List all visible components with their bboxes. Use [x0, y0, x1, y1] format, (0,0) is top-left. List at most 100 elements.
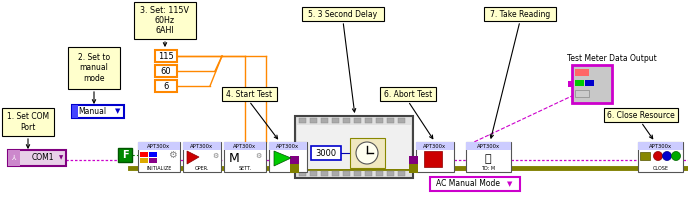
Text: APT300x: APT300x [423, 143, 447, 149]
Bar [568, 81, 572, 87]
Bar [387, 118, 394, 123]
Bar [575, 69, 589, 76]
Polygon shape [274, 151, 291, 166]
Bar [72, 105, 124, 118]
Bar [302, 7, 384, 21]
Text: INITIALIZE: INITIALIZE [147, 166, 172, 171]
Bar [398, 171, 405, 176]
Polygon shape [187, 151, 199, 164]
Text: TD: M: TD: M [482, 166, 495, 171]
Bar [140, 152, 148, 157]
Bar [604, 108, 678, 122]
Bar [2, 108, 54, 136]
Text: APT300x: APT300x [147, 143, 171, 149]
Bar [365, 171, 372, 176]
Bar [466, 142, 511, 172]
Bar [343, 118, 350, 123]
Bar [118, 148, 132, 162]
Bar [311, 146, 341, 160]
Bar [416, 142, 454, 150]
Text: F: F [122, 150, 129, 160]
Text: ⚙: ⚙ [255, 153, 261, 159]
Text: CLOSE: CLOSE [652, 166, 669, 171]
Bar [269, 142, 307, 150]
Bar [222, 87, 277, 101]
Bar [343, 171, 350, 176]
Text: Test Meter Data Output: Test Meter Data Output [567, 54, 657, 62]
Bar [640, 152, 650, 160]
Bar [310, 171, 317, 176]
Bar [575, 90, 589, 97]
Text: 2. Set to
manual
mode: 2. Set to manual mode [78, 53, 110, 83]
Text: 3000: 3000 [315, 149, 336, 157]
Bar [155, 50, 177, 62]
Bar [290, 156, 299, 165]
Bar [149, 152, 157, 157]
Bar [424, 151, 442, 167]
Bar [354, 118, 361, 123]
Text: APT300x: APT300x [277, 143, 299, 149]
Text: SETT.: SETT. [239, 166, 252, 171]
Text: ⚙: ⚙ [168, 150, 176, 160]
Bar [365, 118, 372, 123]
Text: 3. Set: 115V
60Hz
6AHI: 3. Set: 115V 60Hz 6AHI [140, 6, 189, 35]
Bar [269, 142, 307, 172]
Text: M: M [228, 152, 239, 165]
Bar [398, 118, 405, 123]
Bar [149, 158, 157, 163]
Circle shape [356, 142, 378, 164]
Text: 👓: 👓 [484, 154, 491, 164]
Bar [299, 118, 306, 123]
Text: 1. Set COM
Port: 1. Set COM Port [7, 112, 49, 132]
Bar [416, 142, 454, 172]
Bar [638, 142, 683, 150]
Bar [575, 80, 584, 86]
Bar [155, 80, 177, 92]
Bar [638, 142, 683, 172]
Text: 115: 115 [158, 51, 174, 60]
Text: 4. Start Test: 4. Start Test [226, 89, 272, 98]
Bar [299, 171, 306, 176]
Text: OPER.: OPER. [195, 166, 209, 171]
Bar [380, 87, 436, 101]
Bar [332, 118, 339, 123]
Circle shape [671, 151, 680, 161]
Bar [138, 142, 180, 150]
Text: APT300x: APT300x [477, 143, 500, 149]
Bar [376, 171, 383, 176]
Circle shape [663, 151, 671, 161]
Text: APT300x: APT300x [191, 143, 213, 149]
Bar [224, 142, 266, 172]
Text: APT300x: APT300x [233, 143, 257, 149]
Bar [72, 105, 78, 118]
Bar [572, 65, 612, 103]
Text: 6: 6 [163, 82, 169, 90]
Text: 60: 60 [161, 67, 171, 75]
Bar [310, 118, 317, 123]
Bar [183, 142, 221, 172]
Text: ▼: ▼ [507, 181, 513, 187]
Bar [8, 150, 20, 166]
Bar [297, 125, 411, 169]
Text: 6. Close Resource: 6. Close Resource [607, 111, 675, 120]
Bar [224, 142, 266, 150]
Text: APT300x: APT300x [649, 143, 672, 149]
Text: Manual: Manual [78, 107, 106, 116]
Bar [68, 47, 120, 89]
Text: COM1: COM1 [32, 153, 54, 163]
Bar [332, 171, 339, 176]
Bar [295, 116, 413, 178]
Bar [321, 118, 328, 123]
Bar [134, 2, 196, 39]
Bar [183, 142, 221, 150]
Bar [430, 177, 520, 191]
Text: AC Manual Mode: AC Manual Mode [436, 179, 500, 189]
Bar [321, 171, 328, 176]
Bar [140, 158, 148, 163]
Bar [155, 65, 177, 77]
Bar [466, 142, 511, 150]
Bar [585, 80, 594, 86]
Text: 5. 3 Second Delay: 5. 3 Second Delay [308, 9, 378, 19]
Bar [387, 171, 394, 176]
Text: ▼: ▼ [116, 109, 120, 114]
